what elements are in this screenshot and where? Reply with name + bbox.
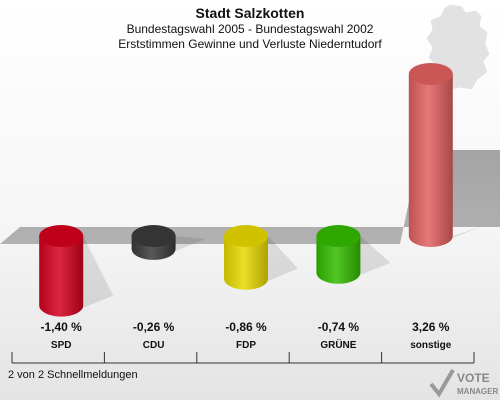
category-label-spd: SPD bbox=[50, 340, 72, 351]
chart-subtitle: Bundestagswahl 2005 - Bundestagswahl 200… bbox=[126, 22, 374, 36]
value-label-spd: -1,40 % bbox=[40, 320, 82, 334]
bar-fdp bbox=[224, 225, 268, 290]
value-label-cdu: -0,26 % bbox=[132, 320, 175, 334]
bar-cdu bbox=[131, 225, 176, 260]
bar-grne bbox=[316, 225, 361, 284]
category-label-cdu: CDU bbox=[142, 340, 165, 351]
chart-description: Erststimmen Gewinne und Verluste Niedern… bbox=[118, 37, 382, 51]
category-label-sonstige: sonstige bbox=[410, 340, 452, 351]
checkmark-icon bbox=[429, 368, 455, 398]
category-label-fdp: FDP bbox=[236, 340, 256, 351]
value-label-grne: -0,74 % bbox=[317, 320, 360, 334]
bar-spd bbox=[39, 225, 84, 317]
bar-sonstige bbox=[408, 62, 453, 247]
svg-text:VOTE: VOTE bbox=[457, 371, 490, 385]
chart-title: Stadt Salzkotten bbox=[195, 5, 305, 21]
footer-page-info: 2 von 2 Schnellmeldungen bbox=[8, 369, 138, 381]
svg-text:MANAGER: MANAGER bbox=[457, 387, 499, 396]
vote-manager-logo: VOTE MANAGER bbox=[429, 368, 499, 398]
value-label-fdp: -0,86 % bbox=[225, 320, 267, 334]
value-label-sonstige: 3,26 % bbox=[412, 320, 450, 334]
category-label-grne: GRÜNE bbox=[320, 340, 357, 351]
